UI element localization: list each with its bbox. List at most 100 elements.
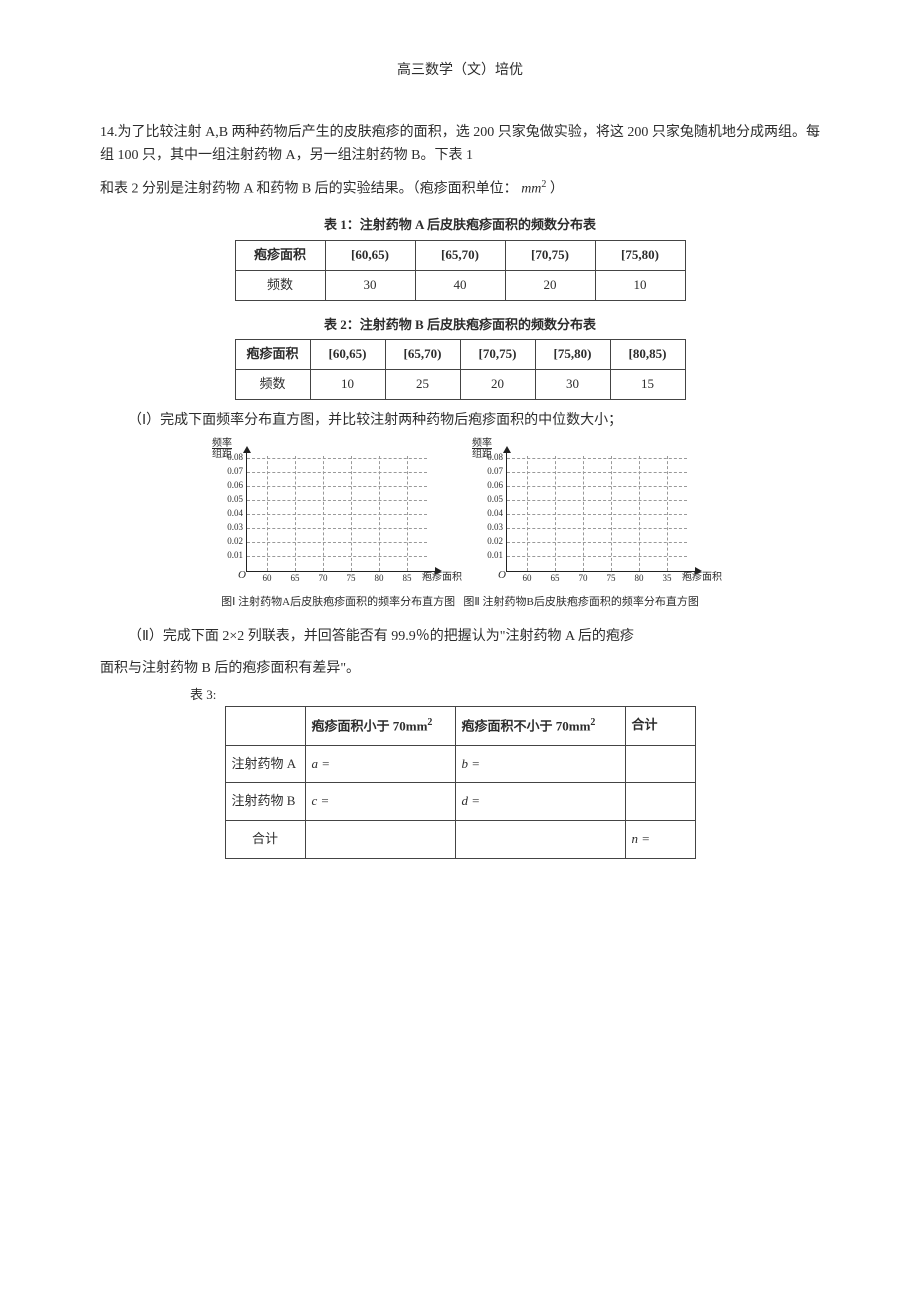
- gridline-v: [267, 456, 268, 571]
- t2-d4: 30: [535, 370, 610, 400]
- t3-r2: 注射药物 B: [225, 783, 305, 821]
- cell-e3: [305, 821, 455, 859]
- axis-a: 0.010.020.030.040.050.060.070.0860657075…: [246, 452, 436, 572]
- gridline-v: [379, 456, 380, 571]
- t2-h0: 疱疹面积: [235, 340, 310, 370]
- gridline-h: [247, 542, 427, 543]
- caption-b: 图Ⅱ 注射药物B后皮肤疱疹面积的频率分布直方图: [463, 596, 699, 608]
- table-row: 频数 30 40 20 10: [235, 270, 685, 300]
- gridline-h: [247, 514, 427, 515]
- arrow-up-icon: [503, 446, 511, 453]
- chart-captions: 图Ⅰ 注射药物A后皮肤疱疹面积的频率分布直方图 图Ⅱ 注射药物B后皮肤疱疹面积的…: [100, 594, 820, 612]
- t3-h3: 合计: [625, 706, 695, 745]
- table3-label: 表 3:: [190, 685, 820, 706]
- question-para-1: 14.为了比较注射 A,B 两种药物后产生的皮肤疱疹的面积，选 200 只家兔做…: [100, 122, 820, 167]
- y-tick-label: 0.06: [219, 478, 243, 492]
- gridline-v: [639, 456, 640, 571]
- val-n: n =: [632, 831, 651, 846]
- origin-label: O: [238, 567, 246, 585]
- table-row: 注射药物 B c = d =: [225, 783, 695, 821]
- charts-row: 频率 组距 O 疱疹面积 0.010.020.030.040.050.060.0…: [100, 442, 820, 592]
- gridline-h: [247, 500, 427, 501]
- arrow-up-icon: [243, 446, 251, 453]
- x-tick-label: 60: [257, 571, 277, 585]
- x-axis-label: 疱疹面积: [682, 570, 722, 586]
- gridline-h: [247, 472, 427, 473]
- y-tick-label: 0.05: [219, 492, 243, 506]
- t1-d3: 20: [505, 270, 595, 300]
- cell-d: d =: [455, 783, 625, 821]
- para2-a: 和表 2 分别是注射药物 A 和药物 B 后的实验结果。（疱疹面积单位：: [100, 182, 518, 197]
- t2-h4: [75,80): [535, 340, 610, 370]
- t3-blank: [225, 706, 305, 745]
- gridline-h: [247, 528, 427, 529]
- t1-d1: 30: [325, 270, 415, 300]
- x-tick-label: 80: [629, 571, 649, 585]
- x-tick-label: 65: [285, 571, 305, 585]
- x-axis-label: 疱疹面积: [422, 570, 462, 586]
- cell-a: a =: [305, 745, 455, 783]
- arrow-right-icon: [695, 567, 702, 575]
- table2-title: 表 2：注射药物 B 后皮肤疱疹面积的频数分布表: [100, 315, 820, 336]
- table-row: 频数 10 25 20 30 15: [235, 370, 685, 400]
- gridline-h: [507, 556, 687, 557]
- x-tick-label: 70: [313, 571, 333, 585]
- cell-e2: [625, 783, 695, 821]
- table-2: 疱疹面积 [60,65) [65,70) [70,75) [75,80) [80…: [235, 339, 686, 400]
- t3-h1-txt: 疱疹面积小于 70mm: [312, 718, 428, 733]
- t3-h2: 疱疹面积不小于 70mm2: [455, 706, 625, 745]
- cell-b: b =: [455, 745, 625, 783]
- caption-a: 图Ⅰ 注射药物A后皮肤疱疹面积的频率分布直方图: [221, 596, 455, 608]
- t2-d3: 20: [460, 370, 535, 400]
- x-tick-label: 65: [545, 571, 565, 585]
- x-tick-label: 35: [657, 571, 677, 585]
- cell-n: n =: [625, 821, 695, 859]
- t1-d2: 40: [415, 270, 505, 300]
- gridline-h: [247, 458, 427, 459]
- t3-h1: 疱疹面积小于 70mm2: [305, 706, 455, 745]
- y-tick-label: 0.08: [219, 450, 243, 464]
- unit-sq: 2: [541, 179, 546, 190]
- cell-e4: [455, 821, 625, 859]
- arrow-right-icon: [435, 567, 442, 575]
- t2-d0: 频数: [235, 370, 310, 400]
- t2-h3: [70,75): [460, 340, 535, 370]
- chart-a: 频率 组距 O 疱疹面积 0.010.020.030.040.050.060.0…: [210, 442, 450, 592]
- gridline-h: [507, 514, 687, 515]
- x-tick-label: 75: [601, 571, 621, 585]
- x-tick-label: 85: [397, 571, 417, 585]
- t3-r1: 注射药物 A: [225, 745, 305, 783]
- gridline-v: [611, 456, 612, 571]
- t1-h2: [65,70): [415, 241, 505, 271]
- part-2-text-a: （Ⅱ）完成下面 2×2 列联表，并回答能否有 99.9％的把握认为"注射药物 A…: [100, 626, 820, 648]
- table-row: 疱疹面积 [60,65) [65,70) [70,75) [75,80) [80…: [235, 340, 685, 370]
- question-para-2: 和表 2 分别是注射药物 A 和药物 B 后的实验结果。（疱疹面积单位： mm2…: [100, 177, 820, 201]
- val-b: b =: [462, 756, 481, 771]
- gridline-h: [507, 472, 687, 473]
- para1-text: 为了比较注射 A,B 两种药物后产生的皮肤疱疹的面积，选 200 只家兔做实验，…: [100, 125, 820, 162]
- y-tick-label: 0.08: [479, 450, 503, 464]
- t2-h1: [60,65): [310, 340, 385, 370]
- chart-b: 频率 组距 O 疱疹面积 0.010.020.030.040.050.060.0…: [470, 442, 710, 592]
- t1-d0: 频数: [235, 270, 325, 300]
- table-row: 合计 n =: [225, 821, 695, 859]
- x-tick-label: 70: [573, 571, 593, 585]
- table-row: 疱疹面积 [60,65) [65,70) [70,75) [75,80): [235, 241, 685, 271]
- unit-mm: mm: [521, 182, 541, 197]
- y-tick-label: 0.02: [219, 534, 243, 548]
- t3-r3: 合计: [225, 821, 305, 859]
- val-d: d =: [462, 793, 481, 808]
- gridline-v: [323, 456, 324, 571]
- t1-d4: 10: [595, 270, 685, 300]
- gridline-v: [555, 456, 556, 571]
- part-1-text: （Ⅰ）完成下面频率分布直方图，并比较注射两种药物后疱疹面积的中位数大小；: [100, 410, 820, 432]
- val-c: c =: [312, 793, 330, 808]
- gridline-h: [507, 542, 687, 543]
- table-3: 疱疹面积小于 70mm2 疱疹面积不小于 70mm2 合计 注射药物 A a =…: [225, 706, 696, 860]
- t1-h1: [60,65): [325, 241, 415, 271]
- gridline-h: [507, 486, 687, 487]
- table-row: 疱疹面积小于 70mm2 疱疹面积不小于 70mm2 合计: [225, 706, 695, 745]
- x-tick-label: 80: [369, 571, 389, 585]
- x-tick-label: 60: [517, 571, 537, 585]
- t2-d2: 25: [385, 370, 460, 400]
